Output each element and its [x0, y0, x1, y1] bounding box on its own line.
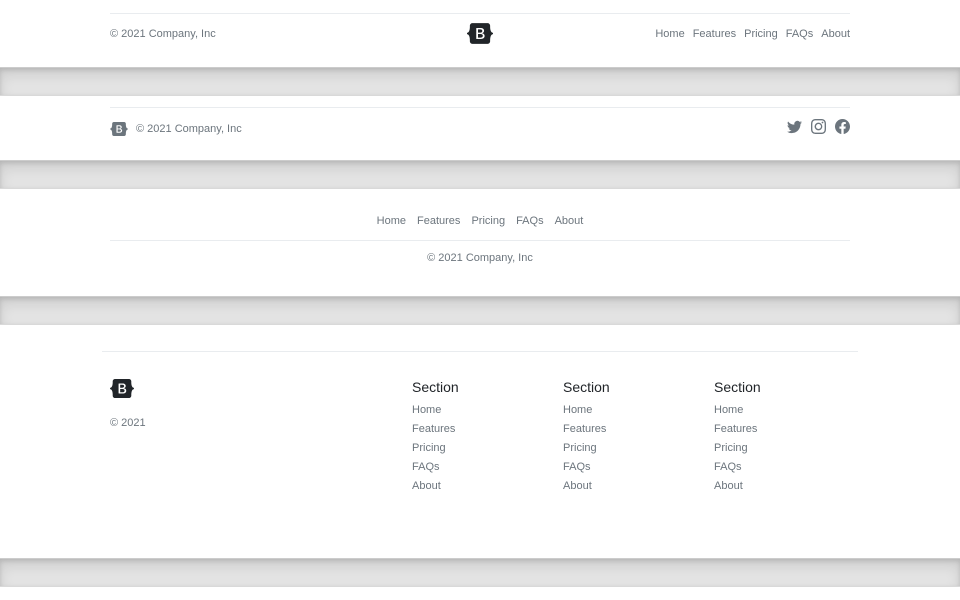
- nav-link-features[interactable]: Features: [563, 423, 607, 435]
- section-divider: [0, 558, 960, 587]
- nav-link-home[interactable]: Home: [563, 404, 593, 416]
- nav-link-about[interactable]: About: [554, 215, 584, 227]
- footer-social-brand: © 2021 Company, Inc: [110, 122, 242, 136]
- nav-link-faqs[interactable]: FAQs: [516, 215, 544, 227]
- social-links: [787, 119, 850, 139]
- facebook-icon: [835, 119, 850, 134]
- footer-columns-spacer: [253, 379, 404, 498]
- bootstrap-logo-icon: [467, 23, 493, 44]
- column-title: Section: [563, 379, 610, 395]
- column-links: Home Features Pricing FAQs About: [563, 403, 706, 493]
- copyright-text: © 2021 Company, Inc: [110, 27, 216, 40]
- footer-simple: © 2021 Company, Inc Home Features Pricin…: [110, 13, 850, 57]
- bootstrap-logo-icon: [110, 379, 134, 398]
- section-divider: [0, 67, 960, 96]
- footer-centered-nav: Home Features Pricing FAQs About: [110, 214, 850, 241]
- footers-page: © 2021 Company, Inc Home Features Pricin…: [0, 13, 960, 587]
- instagram-link[interactable]: [811, 119, 826, 134]
- nav-link-faqs[interactable]: FAQs: [785, 27, 814, 40]
- nav-link-home[interactable]: Home: [655, 27, 685, 40]
- nav-link-home[interactable]: Home: [376, 215, 407, 227]
- footer-link-column-2: Section Home Features Pricing FAQs About: [555, 379, 706, 498]
- column-links: Home Features Pricing FAQs About: [714, 403, 857, 493]
- nav-link-pricing[interactable]: Pricing: [744, 27, 778, 40]
- nav-link-pricing[interactable]: Pricing: [412, 442, 446, 454]
- bootstrap-logo[interactable]: [110, 379, 134, 398]
- bootstrap-logo[interactable]: [467, 23, 493, 44]
- instagram-icon: [811, 119, 826, 134]
- copyright-text: © 2021 Company, Inc: [427, 252, 533, 264]
- nav-link-about[interactable]: About: [821, 27, 850, 40]
- nav-link-home[interactable]: Home: [412, 404, 442, 416]
- nav-link-home[interactable]: Home: [714, 404, 744, 416]
- section-divider: [0, 296, 960, 325]
- copyright-text: © 2021 Company, Inc: [136, 123, 242, 135]
- footer-columns-brand: © 2021: [102, 379, 253, 498]
- footer-social: © 2021 Company, Inc: [110, 107, 850, 151]
- facebook-link[interactable]: [835, 119, 850, 134]
- nav-link-features[interactable]: Features: [714, 423, 758, 435]
- footer-simple-copyright-area: © 2021 Company, Inc: [110, 27, 467, 41]
- nav-link-faqs[interactable]: FAQs: [412, 461, 440, 473]
- copyright-text: © 2021: [110, 417, 146, 429]
- nav-link-features[interactable]: Features: [412, 423, 456, 435]
- footer-link-column-1: Section Home Features Pricing FAQs About: [404, 379, 555, 498]
- footer-link-column-3: Section Home Features Pricing FAQs About: [706, 379, 857, 498]
- nav-link-pricing[interactable]: Pricing: [714, 442, 748, 454]
- nav-link-features[interactable]: Features: [417, 215, 461, 227]
- nav-link-faqs[interactable]: FAQs: [714, 461, 742, 473]
- column-links: Home Features Pricing FAQs About: [412, 403, 555, 493]
- nav-link-features[interactable]: Features: [692, 27, 737, 40]
- column-title: Section: [714, 379, 761, 395]
- nav-link-about[interactable]: About: [714, 480, 743, 492]
- column-title: Section: [412, 379, 459, 395]
- nav-link-about[interactable]: About: [563, 480, 592, 492]
- footer-simple-nav: Home Features Pricing FAQs About: [493, 27, 850, 41]
- bootstrap-logo-icon: [110, 122, 128, 136]
- nav-link-about[interactable]: About: [412, 480, 441, 492]
- twitter-link[interactable]: [787, 119, 802, 134]
- nav-link-pricing[interactable]: Pricing: [471, 215, 506, 227]
- footer-columns: © 2021 Section Home Features Pricing FAQ…: [102, 351, 858, 540]
- bootstrap-logo[interactable]: [110, 122, 128, 136]
- twitter-icon: [787, 119, 802, 134]
- nav-link-faqs[interactable]: FAQs: [563, 461, 591, 473]
- nav-link-pricing[interactable]: Pricing: [563, 442, 597, 454]
- section-divider: [0, 160, 960, 189]
- footer-centered: Home Features Pricing FAQs About © 2021 …: [110, 189, 850, 296]
